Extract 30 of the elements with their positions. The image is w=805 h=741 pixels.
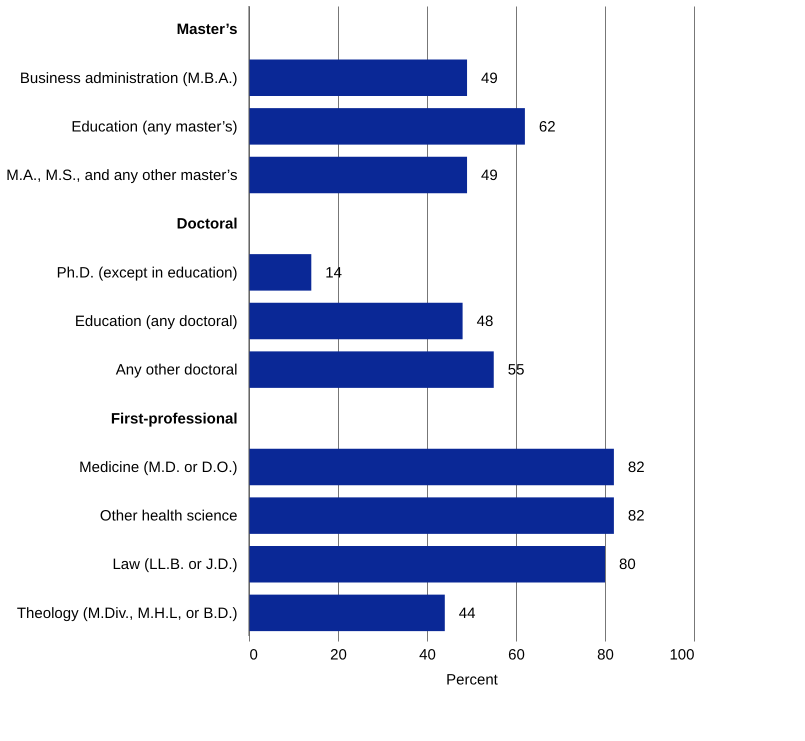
y-tick-label: Law (LL.B. or J.D.): [112, 556, 238, 574]
data-label: 48: [476, 313, 494, 330]
data-label: 49: [481, 70, 498, 87]
y-tick-label: Any other doctoral: [116, 362, 238, 379]
y-tick-label: First-professional: [110, 410, 238, 428]
y-tick-label: Business administration (M.B.A.): [20, 70, 238, 87]
y-tick-label: Ph.D. (except in education): [56, 264, 238, 282]
data-label: 55: [508, 362, 524, 379]
y-tick-label: Master’s: [176, 21, 238, 38]
data-label: 82: [628, 458, 645, 476]
x-tick-label: 60: [508, 646, 525, 664]
y-tick-label: Education (any doctoral): [74, 313, 238, 330]
data-label: 62: [538, 118, 556, 136]
data-label: 14: [325, 264, 342, 282]
y-tick-label: M.A., M.S., and any other master’s: [6, 167, 238, 184]
data-label: 80: [619, 556, 636, 574]
data-label: 82: [628, 508, 645, 525]
x-tick-label: 0: [250, 646, 258, 664]
x-tick-label: 80: [597, 646, 614, 664]
y-tick-label: Education (any master’s): [71, 118, 238, 136]
data-label: 49: [481, 167, 498, 184]
x-tick-label: 40: [419, 646, 436, 664]
data-label: 44: [458, 604, 476, 622]
y-tick-label: Other health science: [100, 508, 238, 525]
x-tick-label: 100: [669, 646, 694, 664]
y-tick-label: Medicine (M.D. or D.O.): [79, 458, 238, 476]
y-tick-label: Theology (M.Div., M.H.L, or B.D.): [16, 604, 238, 622]
x-tick-label: 20: [330, 646, 347, 664]
x-axis-title: Percent: [446, 672, 499, 688]
y-tick-label: Doctoral: [176, 216, 238, 233]
